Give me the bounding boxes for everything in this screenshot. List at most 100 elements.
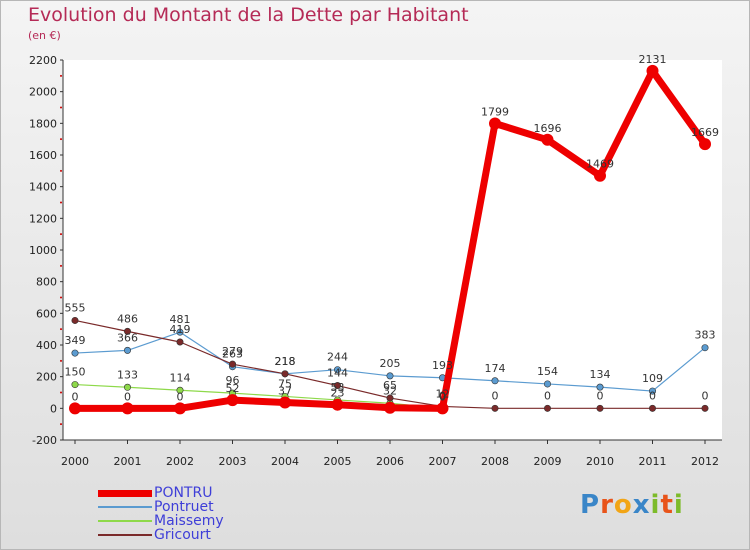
y-tick-label: 600: [36, 307, 57, 320]
data-label: 366: [117, 331, 138, 344]
legend-swatch: [98, 506, 152, 508]
data-label: 0: [124, 390, 131, 403]
chart-unit: (en €): [28, 29, 61, 42]
data-point-pontru: [594, 169, 606, 182]
y-tick-label: 0: [50, 402, 57, 415]
y-tick-label: 1400: [29, 181, 57, 194]
data-label: 154: [537, 365, 558, 378]
data-label: 133: [117, 368, 138, 381]
data-point-pontru: [226, 394, 239, 407]
data-label: 1696: [534, 122, 562, 135]
data-label: 1669: [691, 126, 719, 139]
data-label: 65: [383, 379, 397, 392]
y-minor-tick: [60, 74, 62, 77]
data-label: 52: [226, 382, 240, 395]
y-minor-tick: [60, 391, 62, 394]
y-minor-tick: [60, 201, 62, 204]
y-tick-label: 200: [36, 371, 57, 384]
data-label: 0: [177, 390, 184, 403]
legend-label: PONTRU: [154, 485, 213, 501]
x-tick-label: 2001: [114, 455, 142, 468]
y-minor-tick: [60, 264, 62, 267]
data-label: 349: [65, 334, 86, 347]
data-point-maissemy: [124, 383, 132, 391]
data-label: 486: [117, 312, 138, 325]
legend-swatch: [98, 489, 152, 497]
legend-swatch: [98, 534, 152, 536]
x-tick-label: 2010: [586, 455, 614, 468]
x-tick-label: 2005: [324, 455, 352, 468]
data-point-pontru: [646, 64, 659, 77]
data-label: 0: [492, 389, 499, 402]
data-point-pontruet: [124, 346, 132, 354]
x-tick-label: 2011: [639, 455, 667, 468]
data-point-gricourt: [648, 404, 656, 412]
x-tick-label: 2008: [481, 455, 509, 468]
y-minor-tick: [60, 169, 62, 172]
data-point-gricourt: [543, 404, 551, 412]
data-label: 134: [590, 368, 611, 381]
legend-label: Maissemy: [154, 513, 224, 529]
data-label: 1799: [481, 105, 509, 118]
legend-item-pontruet: Pontruet: [98, 499, 214, 515]
data-point-pontruet: [176, 328, 184, 336]
y-tick-label: 1800: [29, 117, 57, 130]
series-line-maissemy: [74, 383, 443, 409]
data-point-pontruet: [386, 372, 394, 380]
y-minor-tick: [60, 423, 62, 426]
y-minor-tick: [60, 106, 62, 109]
data-label: 218: [275, 355, 296, 368]
legend-item-pontru: PONTRU: [98, 485, 213, 501]
data-label: 0: [439, 389, 446, 402]
data-point-pontru: [489, 117, 501, 130]
data-point-pontru: [384, 401, 396, 414]
x-tick-label: 2002: [166, 455, 194, 468]
data-label: 244: [327, 351, 348, 364]
y-tick-label: 2200: [29, 54, 57, 67]
x-tick-label: 2003: [219, 455, 247, 468]
data-label: 279: [222, 345, 243, 358]
y-minor-tick: [60, 328, 62, 331]
data-point-pontruet: [701, 344, 709, 352]
legend-item-maissemy: Maissemy: [98, 513, 224, 529]
data-point-pontruet: [71, 349, 79, 357]
data-label: 37: [278, 384, 292, 397]
data-point-gricourt: [124, 327, 132, 335]
data-point-gricourt: [281, 370, 289, 378]
data-point-pontru: [279, 396, 291, 409]
data-label: 75: [278, 377, 292, 390]
x-tick-label: 2004: [271, 455, 299, 468]
x-tick-label: 2012: [691, 455, 719, 468]
x-tick-label: 2000: [61, 455, 89, 468]
data-label: 150: [65, 366, 86, 379]
data-label: 205: [380, 357, 401, 370]
data-label: 0: [439, 390, 446, 403]
data-point-gricourt: [386, 394, 394, 402]
data-point-pontruet: [491, 377, 499, 385]
data-point-pontru: [331, 398, 344, 411]
x-tick-label: 2006: [376, 455, 404, 468]
data-label: 383: [695, 329, 716, 342]
data-point-gricourt: [491, 404, 499, 412]
data-label: 0: [72, 390, 79, 403]
data-label: 53: [331, 381, 345, 394]
data-point-pontruet: [648, 387, 656, 395]
data-point-gricourt: [176, 338, 184, 346]
data-point-gricourt: [596, 404, 604, 412]
data-point-pontruet: [543, 380, 551, 388]
data-label: 481: [170, 313, 191, 326]
data-point-pontru: [69, 402, 81, 415]
data-point-maissemy: [176, 386, 184, 394]
data-label: 114: [170, 371, 191, 384]
data-label: 12: [436, 387, 450, 400]
y-tick-label: 1600: [29, 149, 57, 162]
data-point-gricourt: [71, 316, 79, 324]
data-label: 218: [275, 355, 296, 368]
y-minor-tick: [60, 359, 62, 362]
y-tick-label: -200: [32, 434, 57, 447]
data-label: 555: [65, 301, 86, 314]
data-point-pontru: [436, 402, 449, 415]
legend-label: Pontruet: [154, 499, 214, 515]
data-label: 1469: [586, 158, 614, 171]
